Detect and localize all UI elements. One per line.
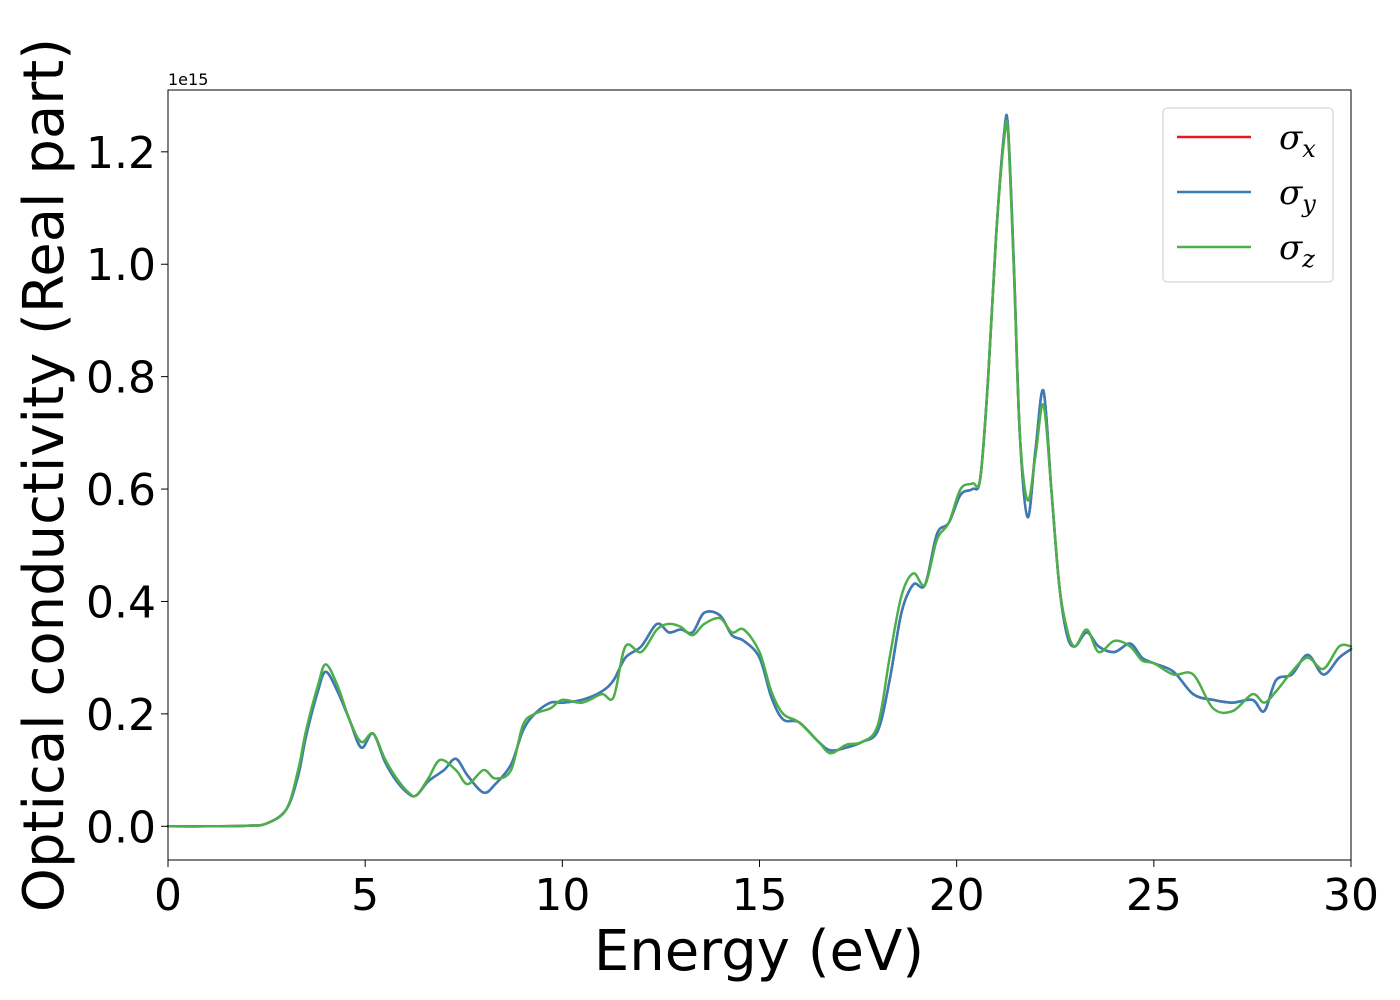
y-axis-title: Optical conductivity (Real part) [12, 38, 77, 912]
x-tick-label: 30 [1323, 870, 1379, 921]
series-line-z [166, 119, 1353, 828]
y-axis-ticks: 0.0 0.2 0.4 0.6 0.8 1.0 1.2 [86, 128, 168, 853]
x-axis-ticks: 0 5 10 15 20 25 30 [154, 860, 1379, 921]
y-tick-label: 1.0 [86, 240, 156, 291]
x-axis-title: Energy (eV) [594, 919, 924, 984]
legend-box [1162, 107, 1334, 283]
y-tick-label: 0.0 [86, 802, 156, 853]
y-tick-label: 0.4 [86, 577, 156, 628]
x-tick-label: 25 [1126, 870, 1182, 921]
y-tick-label: 0.8 [86, 353, 156, 404]
x-tick-label: 5 [351, 870, 379, 921]
x-tick-label: 15 [732, 870, 788, 921]
y-tick-label: 0.6 [86, 465, 156, 516]
x-tick-label: 0 [154, 870, 182, 921]
x-tick-label: 20 [929, 870, 985, 921]
x-tick-label: 10 [534, 870, 590, 921]
series-layer [166, 113, 1353, 828]
y-tick-label: 1.2 [86, 128, 156, 179]
y-offset-label: 1e15 [168, 70, 208, 89]
y-tick-label: 0.2 [86, 690, 156, 741]
